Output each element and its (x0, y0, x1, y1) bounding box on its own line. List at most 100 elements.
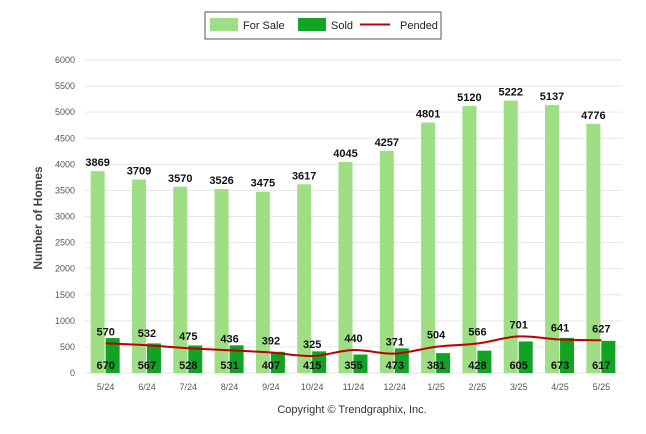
pended-value-label: 570 (96, 326, 114, 338)
pended-value-label: 371 (386, 337, 404, 349)
x-tick-label: 5/25 (593, 382, 611, 392)
sold-value-label: 617 (592, 360, 610, 372)
pended-line-path (105, 335, 602, 358)
legend: For Sale Sold Pended (204, 11, 442, 40)
for-sale-bar (379, 150, 394, 373)
y-tick-label: 2000 (55, 264, 75, 274)
pended-line (105, 335, 602, 358)
y-tick-label: 3000 (55, 212, 75, 222)
sold-value-label: 381 (427, 360, 445, 372)
sold-value-label: 567 (138, 360, 156, 372)
pended-value-label: 532 (138, 328, 156, 340)
sold-bar (436, 353, 451, 373)
for-sale-value-label: 5222 (498, 87, 522, 99)
for-sale-bar (421, 122, 436, 373)
for-sale-value-label: 4257 (375, 137, 399, 149)
for-sale-value-label: 5137 (540, 91, 564, 103)
x-tick-label: 6/24 (138, 382, 156, 392)
legend-label-for-sale: For Sale (243, 20, 285, 32)
legend-swatch-sold (298, 18, 326, 31)
for-sale-bar (255, 191, 270, 373)
for-sale-value-label: 3475 (251, 178, 275, 190)
sold-value-label: 415 (303, 360, 321, 372)
for-sale-value-label: 4045 (333, 148, 357, 160)
sold-value-label: 407 (262, 360, 280, 372)
sold-bar (518, 341, 533, 373)
sold-value-label: 531 (220, 360, 238, 372)
y-tick-label: 5500 (55, 81, 75, 91)
y-tick-label: 6000 (55, 55, 75, 65)
sold-bar (477, 350, 492, 373)
legend-swatch-for-sale (210, 18, 238, 31)
sold-value-label: 605 (510, 360, 528, 372)
for-sale-bar (297, 184, 312, 373)
sold-bar (601, 340, 616, 373)
x-tick-label: 12/24 (384, 382, 407, 392)
legend-label-pended: Pended (400, 20, 438, 32)
y-axis-ticks: 0 500 1000 1500 2000 2500 3000 3500 4000 4500 5000… (55, 55, 75, 378)
x-tick-label: 3/25 (510, 382, 528, 392)
sold-value-label: 528 (179, 360, 197, 372)
for-sale-bar (503, 100, 518, 373)
y-axis-label: Number of Homes (31, 166, 45, 270)
sold-value-label: 673 (551, 360, 569, 372)
y-tick-label: 3500 (55, 185, 75, 195)
sold-bar (353, 354, 368, 373)
sold-bar (229, 345, 244, 373)
x-tick-label: 7/24 (180, 382, 198, 392)
for-sale-value-label: 3526 (209, 175, 233, 187)
x-tick-label: 11/24 (343, 382, 365, 392)
sold-value-label: 473 (386, 360, 404, 372)
x-tick-label: 5/24 (97, 382, 115, 392)
gridlines (85, 59, 622, 374)
sold-bar (394, 348, 409, 373)
y-tick-label: 1000 (55, 316, 75, 326)
copyright-footer: Copyright © Trendgraphix, Inc. (277, 404, 426, 416)
y-tick-label: 4000 (55, 159, 75, 169)
for-sale-bar (90, 171, 105, 373)
sold-value-label: 670 (96, 360, 114, 372)
x-tick-label: 2/25 (469, 382, 487, 392)
y-tick-label: 0 (70, 368, 75, 378)
for-sale-bars (90, 100, 601, 374)
sold-bar (105, 338, 120, 373)
sold-value-label: 428 (468, 360, 486, 372)
for-sale-value-label: 3570 (168, 173, 192, 185)
x-tick-label: 4/25 (551, 382, 569, 392)
y-tick-label: 5000 (55, 107, 75, 117)
for-sale-bar (214, 189, 229, 373)
for-sale-bar (586, 123, 601, 374)
for-sale-bar (462, 105, 477, 373)
x-tick-label: 8/24 (221, 382, 239, 392)
x-tick-label: 1/25 (427, 382, 445, 392)
for-sale-bar (173, 186, 188, 373)
y-tick-label: 2500 (55, 238, 75, 248)
legend-label-sold: Sold (331, 20, 353, 32)
pended-value-label: 475 (179, 331, 197, 343)
pended-value-label: 504 (427, 330, 446, 342)
sold-bars (105, 337, 616, 373)
for-sale-value-label: 3709 (127, 166, 151, 178)
for-sale-value-label: 5120 (457, 92, 481, 104)
for-sale-value-label: 3869 (85, 157, 109, 169)
pended-value-label: 701 (510, 319, 528, 331)
x-tick-label: 9/24 (262, 382, 280, 392)
pended-value-label: 627 (592, 323, 610, 335)
sold-bar (270, 351, 285, 373)
pended-value-label: 436 (220, 333, 238, 345)
sold-bar (188, 345, 203, 373)
y-tick-label: 500 (60, 342, 75, 352)
for-sale-bar (545, 105, 560, 373)
data-labels: 3869 670 570 3709 567 532 3570 528 475 3526 531 436… (85, 87, 610, 372)
for-sale-value-label: 3617 (292, 170, 316, 182)
pended-value-label: 566 (468, 326, 486, 338)
pended-value-label: 440 (344, 333, 362, 345)
pended-value-label: 325 (303, 339, 321, 351)
pended-value-label: 392 (262, 336, 280, 348)
x-axis-ticks: 5/24 6/24 7/24 8/24 9/24 10/24 11/24 12/24 1/25 2… (97, 382, 610, 392)
for-sale-value-label: 4776 (581, 110, 605, 122)
for-sale-value-label: 4801 (416, 109, 440, 121)
x-tick-label: 10/24 (301, 382, 324, 392)
y-tick-label: 4500 (55, 133, 75, 143)
